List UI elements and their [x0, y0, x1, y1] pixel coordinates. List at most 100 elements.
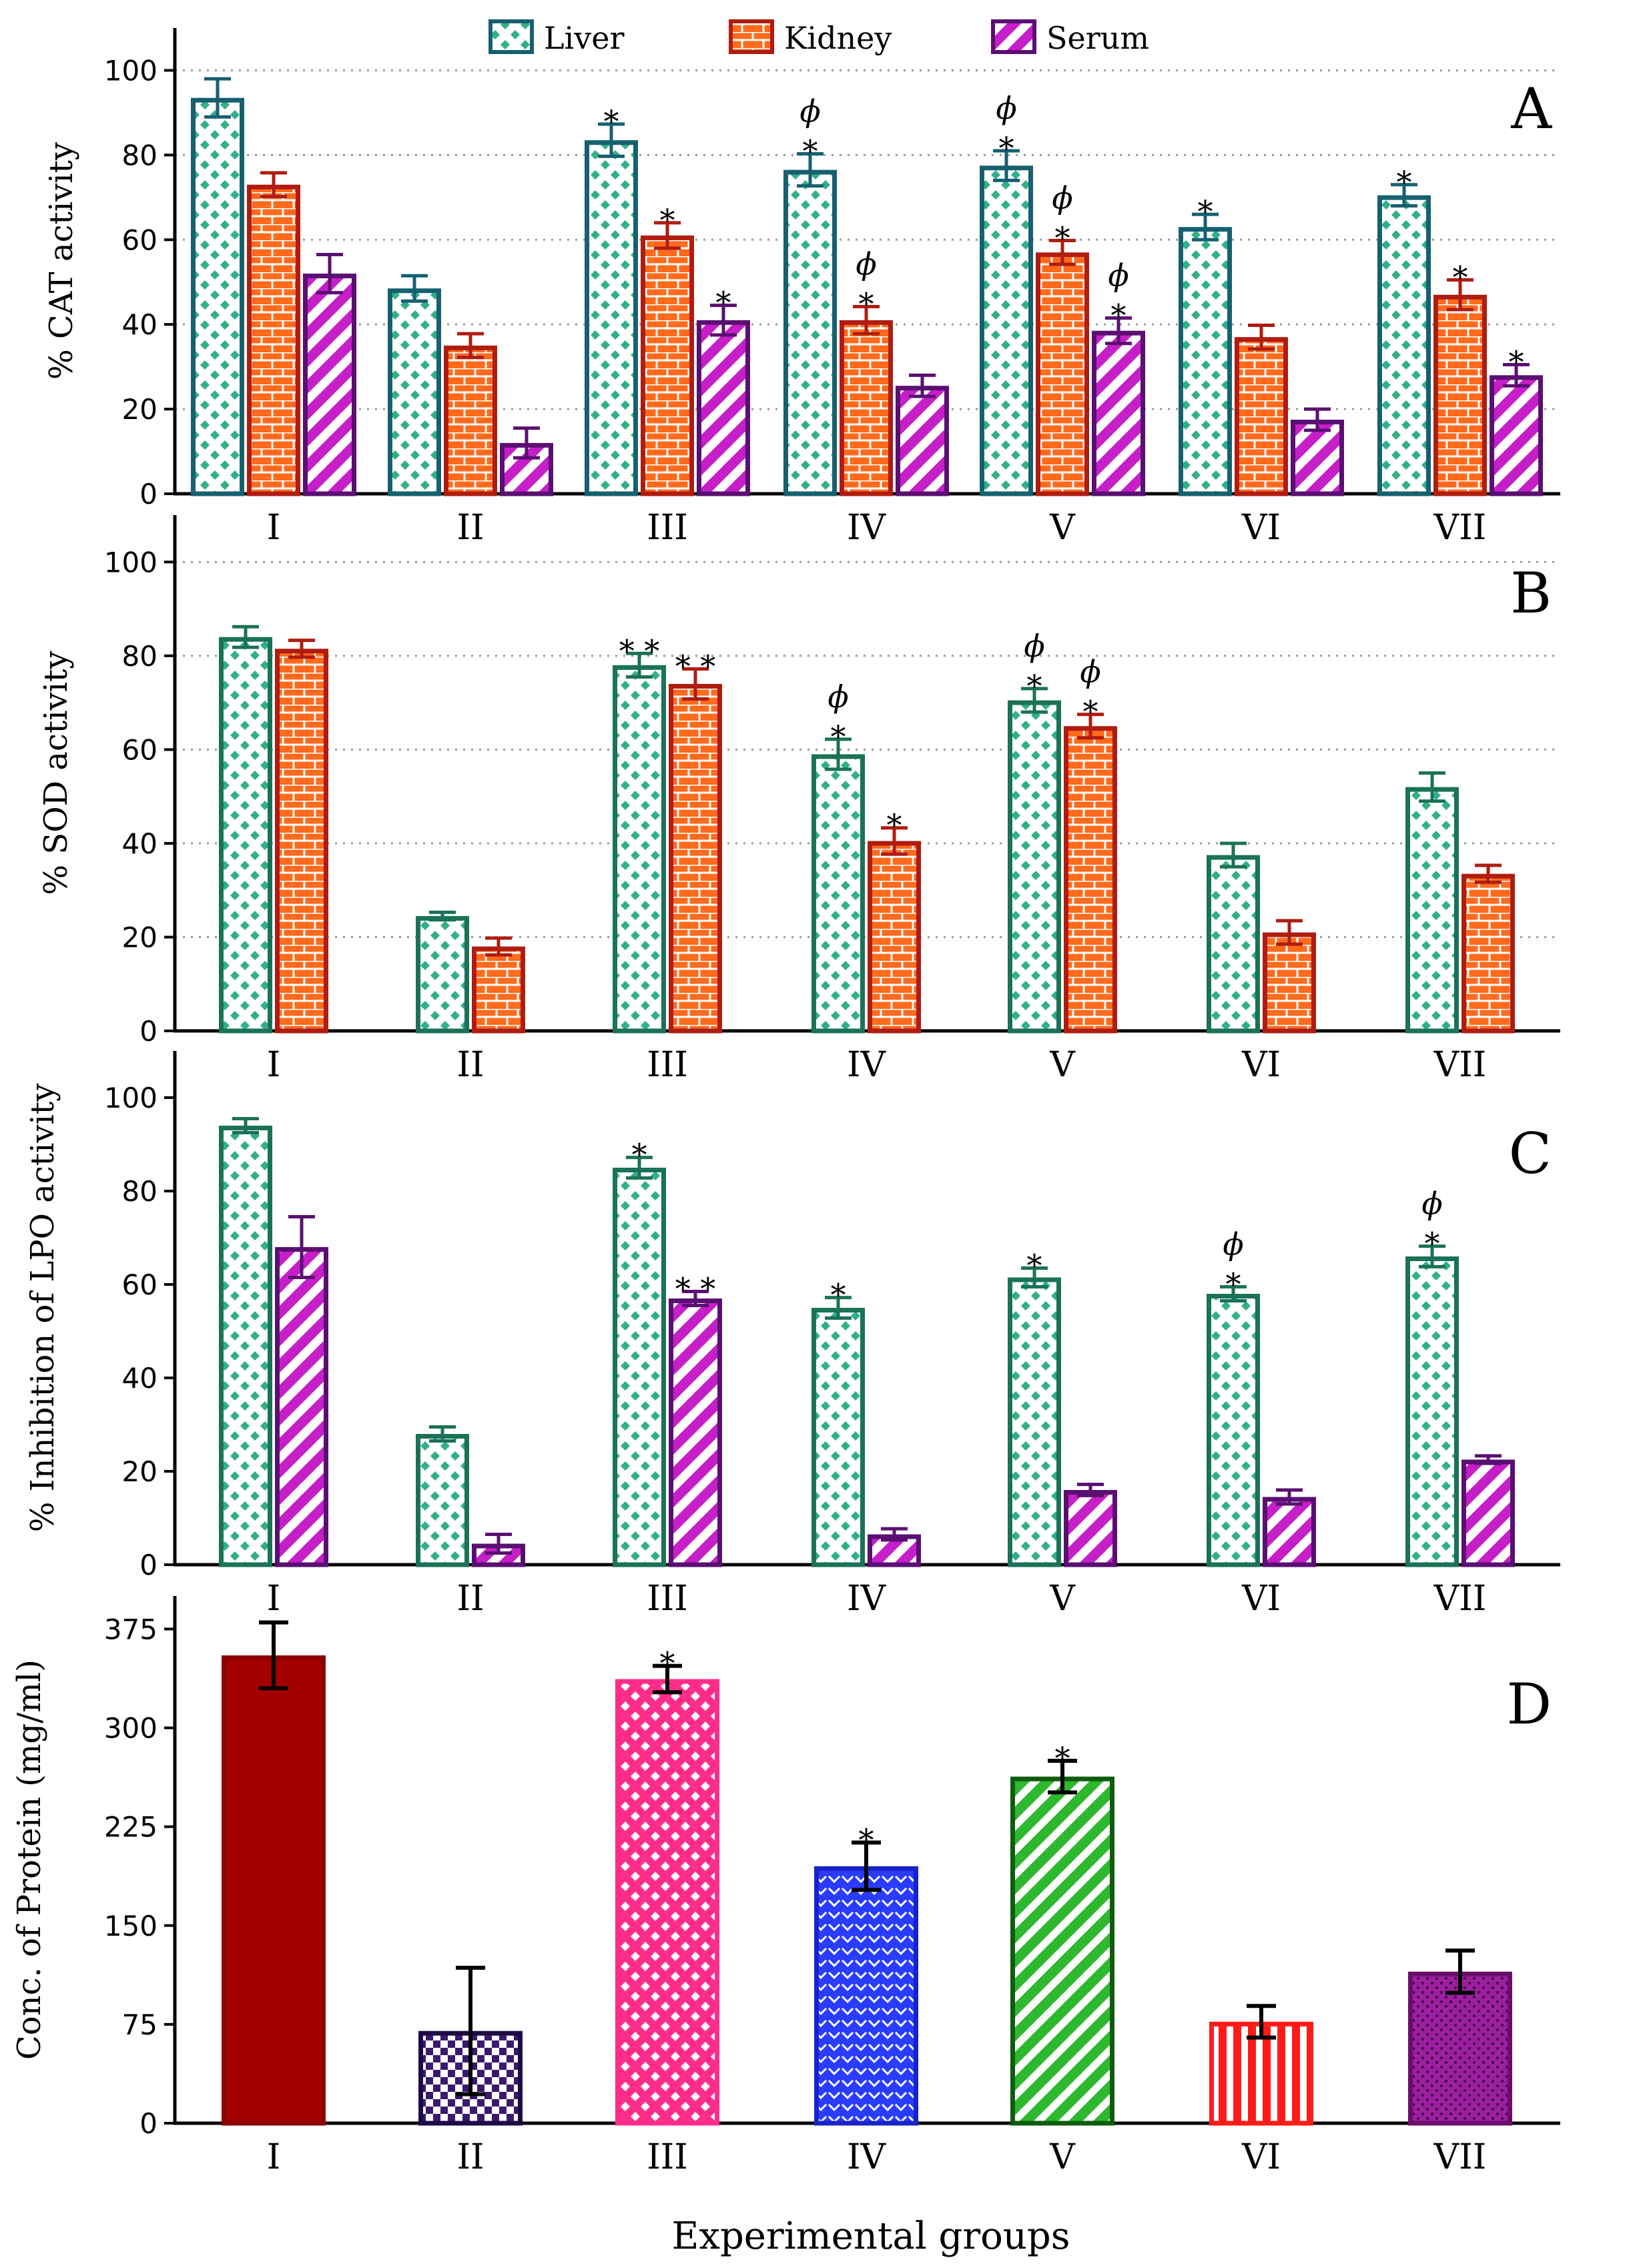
legend: Liver Kidney Serum	[488, 19, 1149, 56]
y-tick-label: 100	[104, 546, 157, 579]
x-tick-label: II	[456, 1579, 484, 1619]
bar	[1461, 873, 1515, 1034]
x-tick-label: II	[456, 2137, 484, 2177]
bar	[1207, 1294, 1260, 1567]
legend-label-liver: Liver	[544, 20, 624, 56]
bar	[303, 274, 356, 496]
x-tick-label: VII	[1433, 1045, 1487, 1085]
significance-marker: *	[803, 133, 818, 169]
bar	[275, 1247, 328, 1567]
bar	[1433, 294, 1487, 496]
bar	[1008, 700, 1061, 1034]
x-tick-label: VI	[1241, 1045, 1281, 1085]
x-tick-label: III	[647, 2137, 688, 2177]
bar	[613, 1168, 666, 1567]
y-axis-label: % CAT activity	[43, 142, 80, 380]
significance-marker: *	[1453, 260, 1468, 296]
y-tick-label: 100	[104, 54, 157, 87]
y-tick-label: 60	[122, 733, 157, 766]
y-tick-label: 100	[104, 1082, 157, 1114]
phi-marker: ϕ	[996, 90, 1016, 126]
significance-marker: *	[1226, 1266, 1241, 1302]
x-tick-label: I	[267, 1579, 281, 1619]
bar	[219, 1126, 272, 1567]
bar	[840, 320, 893, 496]
significance-marker: *	[859, 1822, 874, 1858]
bar	[613, 665, 666, 1034]
bar	[275, 649, 328, 1034]
significance-marker: *	[716, 285, 731, 321]
x-tick-label: I	[267, 508, 281, 548]
x-tick-label: VI	[1241, 508, 1281, 548]
y-axis-label: % Inhibition of LPO activity	[24, 1084, 61, 1533]
bar	[1092, 330, 1145, 496]
phi-marker: ϕ	[828, 679, 848, 715]
panel-letter: D	[1507, 1671, 1552, 1737]
bar	[191, 97, 244, 496]
y-tick-label: 60	[122, 1268, 157, 1301]
significance-marker: *	[1055, 220, 1070, 256]
x-tick-label: V	[1049, 2137, 1076, 2177]
significance-marker: *	[660, 202, 675, 238]
y-tick-label: 150	[104, 1910, 157, 1942]
significance-marker: *	[1055, 1740, 1070, 1776]
bar	[1405, 787, 1459, 1034]
y-tick-label: 75	[122, 2008, 157, 2041]
y-tick-label: 0	[139, 478, 157, 510]
bar	[388, 288, 441, 496]
significance-marker: *	[1027, 1248, 1042, 1284]
bar	[1408, 1971, 1512, 2126]
y-tick-label: 40	[122, 1362, 157, 1395]
x-tick-label: VI	[1241, 2137, 1281, 2177]
y-tick-label: 60	[122, 224, 157, 256]
legend-label-serum: Serum	[1046, 20, 1149, 56]
x-tick-label: V	[1049, 508, 1076, 548]
y-tick-label: 0	[139, 1015, 157, 1048]
significance-marker: *	[1509, 344, 1524, 380]
significance-marker: *	[1397, 164, 1412, 200]
x-tick-label: IV	[847, 508, 887, 548]
bar	[500, 442, 553, 496]
bar	[222, 1655, 326, 2126]
bar	[585, 140, 638, 496]
bar	[811, 754, 865, 1034]
y-tick-label: 225	[104, 1811, 157, 1844]
bar	[219, 637, 272, 1034]
significance-marker: *	[660, 1645, 675, 1681]
bar	[1490, 375, 1543, 496]
bar	[1209, 2021, 1313, 2126]
x-tick-label: V	[1049, 1579, 1076, 1619]
y-tick-label: 40	[122, 308, 157, 341]
x-tick-label: III	[647, 508, 688, 548]
y-tick-label: 0	[139, 1549, 157, 1581]
panel-letter: A	[1510, 76, 1552, 141]
y-axis-label: % SOD activity	[37, 651, 75, 895]
x-tick-label: IV	[847, 2137, 887, 2177]
significance-marker: *	[887, 807, 902, 843]
bar	[1064, 726, 1117, 1034]
y-tick-label: 80	[122, 640, 157, 673]
panel-letter: C	[1509, 1121, 1552, 1186]
x-tick-label: V	[1049, 1045, 1076, 1085]
bar	[669, 1298, 722, 1567]
significance-marker: *	[831, 1277, 846, 1313]
bar	[1291, 419, 1344, 496]
legend-swatch-kidney	[729, 19, 774, 54]
phi-marker: ϕ	[856, 246, 876, 282]
bar	[697, 320, 750, 496]
x-tick-label: II	[456, 1045, 484, 1085]
bar	[1461, 1459, 1515, 1567]
bar	[1263, 1497, 1316, 1567]
phi-marker: ϕ	[1024, 628, 1044, 664]
y-tick-label: 20	[122, 1455, 157, 1488]
significance-marker: *	[1111, 298, 1126, 334]
bar	[472, 946, 525, 1034]
bar	[1263, 932, 1316, 1034]
x-tick-label: IV	[847, 1579, 887, 1619]
bar	[641, 235, 694, 496]
bar	[980, 165, 1033, 496]
bar	[247, 184, 300, 496]
bar	[444, 345, 497, 496]
